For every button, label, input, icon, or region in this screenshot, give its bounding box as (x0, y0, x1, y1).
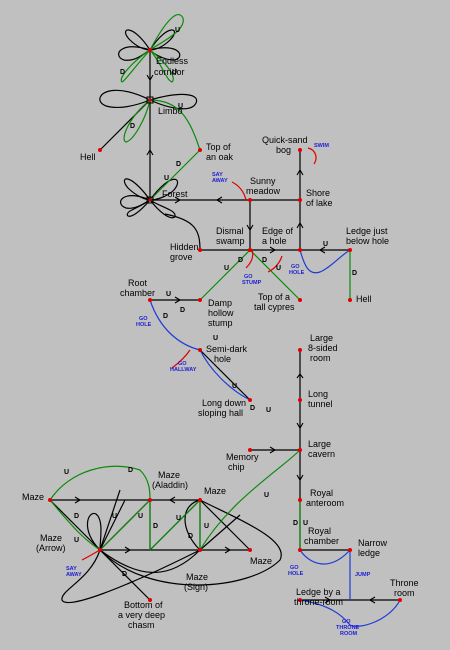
action-labels: SAY AWAY SWIM GO STUMP GO HOLE GO HOLE GO HAL… (66, 143, 371, 637)
location-label: Long down sloping hall (198, 398, 246, 418)
up-mark: U (112, 513, 117, 520)
go-hallway-label: GO HALLWAY (170, 361, 197, 373)
down-mark: D (130, 123, 135, 130)
location-label: Maze (Arrow) (36, 533, 66, 553)
special-passages (149, 249, 401, 627)
down-mark: D (120, 69, 125, 76)
go-stump-label: GO STUMP (242, 274, 262, 286)
up-mark: U (166, 291, 171, 298)
up-mark: U (178, 103, 183, 110)
location-label: Maze (22, 492, 44, 502)
location-label: Forest (162, 189, 188, 199)
location-label: Quick-sand bog (262, 135, 308, 155)
down-mark: D (293, 520, 298, 527)
swim-label: SWIM (314, 143, 329, 149)
location-label: Ledge by a throne-room (294, 587, 343, 607)
up-mark: U (175, 27, 180, 34)
location-label: Edge of a hole (262, 226, 294, 246)
up-mark: U (264, 492, 269, 499)
location-label: Top of an oak (206, 142, 234, 162)
up-mark: U (266, 407, 271, 414)
go-hole-root-label: GO HOLE (136, 316, 152, 328)
down-mark: D (250, 405, 255, 412)
location-label: Bottom of a very deep chasm (118, 600, 165, 630)
location-label: Maze (204, 486, 226, 496)
up-mark: U (204, 523, 209, 530)
down-mark: D (176, 161, 181, 168)
down-mark: D (122, 571, 127, 578)
up-mark: U (176, 515, 181, 522)
location-label: Sunny meadow (246, 176, 281, 196)
location-label: Limbo (158, 106, 183, 116)
up-mark: U (164, 175, 169, 182)
location-label: Dismal swamp (216, 226, 245, 246)
location-label: Top of a tall cypres (254, 292, 295, 312)
go-hole-royal-label: GO HOLE (288, 565, 304, 577)
location-label: Royal chamber (304, 526, 339, 546)
down-mark: D (238, 257, 243, 264)
down-mark: D (352, 270, 357, 277)
up-mark: U (213, 335, 218, 342)
location-label: Root chamber (120, 278, 155, 298)
location-label: Hell (356, 294, 372, 304)
down-mark: D (153, 523, 158, 530)
down-mark: D (262, 257, 267, 264)
location-label: Ledge just below hole (346, 226, 389, 246)
up-mark: U (74, 537, 79, 544)
down-mark: D (180, 307, 185, 314)
location-label: Narrow ledge (358, 538, 388, 558)
down-mark: D (74, 513, 79, 520)
up-mark: U (64, 469, 69, 476)
location-label: Endless corridor (154, 56, 189, 77)
jump-label: JUMP (355, 572, 371, 578)
location-label: Maze (250, 556, 272, 566)
down-mark: D (128, 467, 133, 474)
location-labels: Endless corridor Limbo Hell Top of an oak … (22, 56, 419, 630)
say-away-maze-label: SAY AWAY (66, 566, 82, 578)
location-label: Maze (Aladdin) (152, 470, 188, 490)
location-label: Shore of lake (306, 188, 333, 208)
up-mark: U (138, 513, 143, 520)
location-label: Semi-dark hole (206, 344, 248, 364)
up-mark: U (303, 520, 308, 527)
location-label: Maze (Sign) (184, 572, 208, 592)
location-label: Damp hollow stump (208, 298, 234, 328)
up-mark: U (232, 383, 237, 390)
location-label: Long tunnel (308, 389, 333, 409)
up-mark: U (224, 265, 229, 272)
location-label: Hell (80, 152, 96, 162)
location-label: Large cavern (308, 439, 335, 459)
up-down-passages (49, 13, 351, 551)
go-hole-lake-label: GO HOLE (289, 264, 305, 276)
say-away-label: SAY AWAY (212, 172, 228, 184)
up-down-marks: U D U D U D U U D U D U D U D D U U D U … (64, 27, 357, 578)
location-label: Throne room (390, 578, 419, 598)
down-mark: D (163, 313, 168, 320)
go-throne-room-label: GO THRONE ROOM (336, 619, 360, 637)
up-mark: U (172, 69, 177, 76)
passages (49, 29, 400, 604)
direction-chevrons (74, 74, 376, 604)
up-mark: U (276, 265, 281, 272)
location-markers (48, 48, 402, 602)
location-label: Memory chip (226, 452, 259, 472)
location-label: Hidden grove (170, 242, 199, 262)
up-mark: U (323, 241, 328, 248)
location-label: Royal anteroom (306, 488, 344, 508)
down-mark: D (188, 533, 193, 540)
location-label: Large 8-sided room (308, 333, 338, 363)
